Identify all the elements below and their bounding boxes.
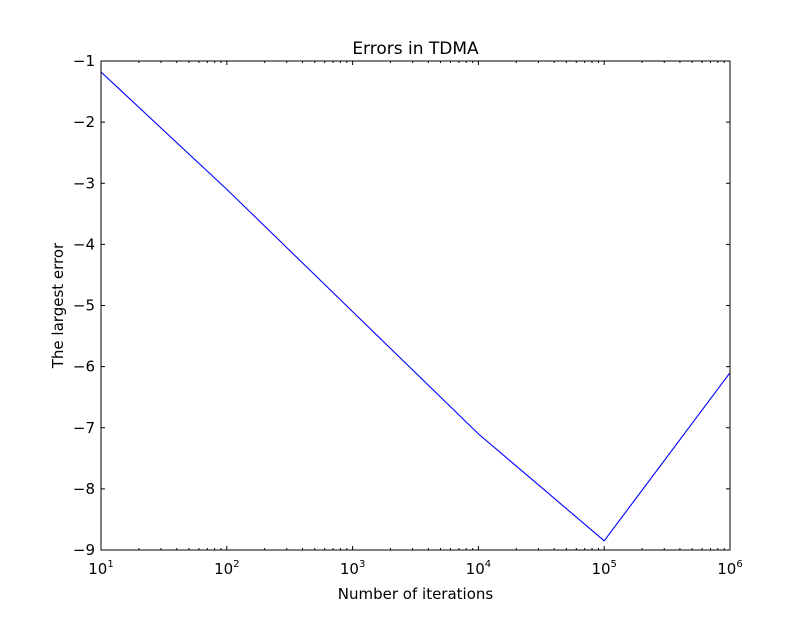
x-axis-ticks: 101 102 103 104 105 106	[88, 61, 743, 578]
x-tick-label: 103	[340, 559, 365, 578]
y-tick-label: −5	[73, 297, 95, 315]
x-tick-label: 105	[591, 559, 616, 578]
x-tick-label: 106	[717, 559, 742, 578]
y-tick-label: −1	[73, 52, 95, 70]
series-line	[100, 71, 731, 542]
y-tick-label: −7	[73, 419, 95, 437]
chart-title: Errors in TDMA	[352, 39, 479, 59]
x-tick-label: 101	[88, 559, 113, 578]
x-tick-label: 102	[214, 559, 239, 578]
y-axis-label: The largest error	[49, 242, 67, 369]
y-tick-label: −2	[73, 113, 95, 131]
y-tick-label: −8	[73, 480, 95, 498]
y-tick-label: −3	[73, 174, 95, 192]
plot-frame	[100, 60, 731, 551]
y-tick-label: −9	[73, 541, 95, 559]
y-axis-ticks: −1 −2 −3 −4 −5 −6 −7 −8 −9	[73, 52, 730, 559]
x-tick-label: 104	[466, 559, 491, 578]
x-axis-label: Number of iterations	[338, 585, 494, 603]
series-group	[100, 71, 731, 542]
y-tick-label: −6	[73, 358, 95, 376]
plot-area	[101, 61, 730, 550]
y-tick-label: −4	[73, 235, 95, 253]
